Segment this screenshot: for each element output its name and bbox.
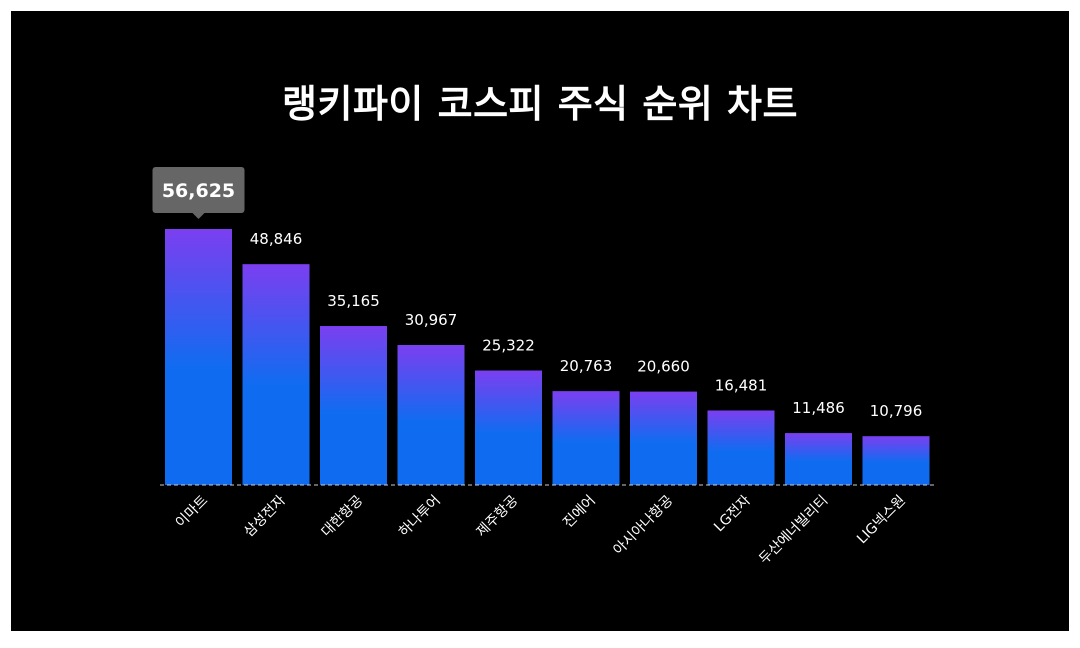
- category-label-9: LIG넥스원: [854, 493, 909, 548]
- value-label-0: 56,625: [162, 180, 235, 202]
- value-label-3: 30,967: [405, 311, 458, 329]
- category-label-4: 제주항공: [474, 492, 522, 540]
- bar-8[interactable]: [785, 433, 852, 485]
- category-label-7: LG전자: [711, 492, 754, 535]
- value-label-1: 48,846: [250, 230, 303, 248]
- category-label-5: 진에어: [560, 493, 599, 532]
- bar-5[interactable]: [552, 391, 620, 485]
- bar-7[interactable]: [707, 410, 775, 485]
- value-label-6: 20,660: [637, 358, 690, 376]
- value-label-7: 16,481: [715, 376, 768, 394]
- chart-title: 랭키파이 코스피 주식 순위 차트: [282, 82, 798, 126]
- category-label-1: 삼성전자: [241, 492, 289, 540]
- bar-9[interactable]: [862, 436, 930, 485]
- value-label-4: 25,322: [482, 337, 535, 355]
- value-label-2: 35,165: [327, 292, 380, 310]
- value-label-9: 10,796: [870, 402, 923, 420]
- bar-0[interactable]: [165, 229, 232, 485]
- category-label-2: 대한항공: [319, 492, 367, 540]
- category-label-6: 아시아나항공: [610, 492, 676, 558]
- value-label-8: 11,486: [792, 399, 845, 417]
- bar-2[interactable]: [320, 326, 387, 485]
- category-label-8: 두산에너빌리티: [756, 493, 831, 568]
- category-label-3: 하나투어: [396, 493, 444, 541]
- bar-3[interactable]: [397, 344, 465, 485]
- bar-6[interactable]: [630, 391, 697, 485]
- tooltip-box: [152, 167, 245, 213]
- category-label-0: 이마트: [173, 492, 212, 531]
- bar-4[interactable]: [475, 370, 542, 485]
- value-label-5: 20,763: [560, 357, 613, 375]
- tooltip-arrow: [192, 213, 205, 219]
- bar-1[interactable]: [242, 264, 310, 485]
